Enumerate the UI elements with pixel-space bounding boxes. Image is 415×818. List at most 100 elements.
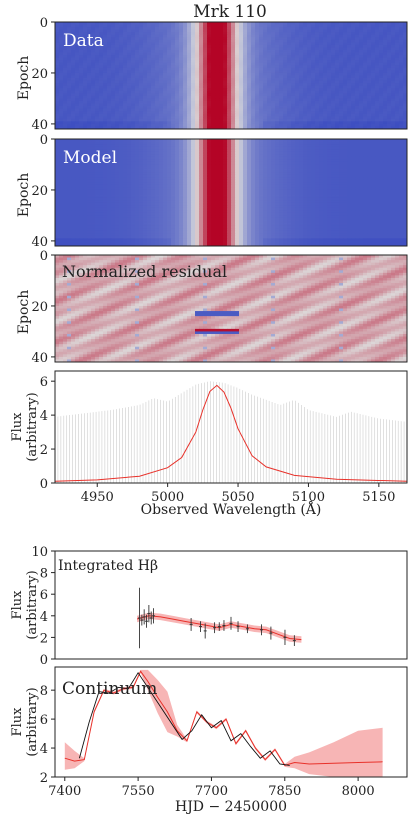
heatmap-cell — [123, 141, 128, 145]
heatmap-cell — [83, 156, 88, 160]
heatmap-cell — [323, 108, 328, 112]
heatmap-cell — [75, 169, 80, 173]
heatmap-cell — [355, 113, 360, 117]
heatmap-cell — [255, 78, 260, 81]
heatmap-cell — [107, 88, 112, 92]
heatmap-cell — [391, 169, 396, 173]
heatmap-cell — [147, 164, 152, 168]
heatmap-cell — [299, 146, 304, 150]
heatmap-cell — [91, 78, 96, 81]
heatmap-cell — [279, 95, 284, 99]
heatmap-cell — [175, 27, 180, 31]
heatmap-cell — [307, 93, 312, 97]
heatmap-cell — [395, 103, 400, 107]
heatmap-cell — [199, 65, 204, 69]
heatmap-cell — [347, 172, 352, 176]
heatmap-cell — [115, 85, 120, 89]
heatmap-cell — [251, 149, 256, 153]
heatmap-cell — [247, 52, 252, 56]
heatmap-cell — [191, 70, 196, 74]
heatmap-cell — [207, 88, 212, 92]
heatmap-cell — [359, 146, 364, 150]
heatmap-cell — [339, 90, 344, 94]
heatmap-cell — [327, 29, 332, 33]
heatmap-cell — [207, 93, 212, 97]
heatmap-cell — [251, 22, 256, 25]
heatmap-cell — [251, 154, 256, 158]
heatmap-cell — [211, 167, 216, 170]
heatmap-cell — [367, 34, 372, 38]
heatmap-cell — [343, 34, 348, 38]
heatmap-cell — [67, 149, 72, 153]
heatmap-cell — [135, 34, 140, 38]
heatmap-cell — [127, 62, 132, 66]
heatmap-cell — [131, 167, 136, 170]
heatmap-cell — [379, 70, 384, 74]
heatmap-cell — [227, 174, 232, 178]
heatmap-cell — [195, 80, 200, 84]
heatmap-cell — [399, 103, 404, 107]
heatmap-cell — [375, 52, 380, 56]
heatmap-cell — [383, 47, 388, 51]
heatmap-cell — [91, 172, 96, 176]
heatmap-cell — [231, 60, 236, 64]
heatmap-cell — [91, 85, 96, 89]
heatmap-cell — [287, 34, 292, 38]
heatmap-cell — [71, 108, 76, 112]
heatmap-cell — [271, 44, 276, 48]
heatmap-cell — [247, 72, 252, 76]
heatmap-cell — [111, 75, 116, 79]
heatmap-cell — [223, 123, 228, 127]
heatmap-cell — [251, 70, 256, 74]
heatmap-cell — [171, 55, 176, 59]
heatmap-cell — [299, 70, 304, 74]
heatmap-cell — [55, 111, 60, 115]
heatmap-cell — [335, 103, 340, 107]
heatmap-cell — [387, 151, 392, 155]
heatmap-cell — [147, 98, 152, 102]
heatmap-cell — [391, 85, 396, 89]
heatmap-cell — [251, 95, 256, 99]
heatmap-cell — [155, 167, 160, 170]
heatmap-cell — [303, 22, 308, 25]
heatmap-cell — [79, 39, 84, 43]
heatmap-cell — [87, 118, 92, 122]
heatmap-cell — [347, 34, 352, 38]
heatmap-cell — [267, 22, 272, 25]
heatmap-cell — [259, 113, 264, 117]
heatmap-cell — [151, 123, 156, 127]
heatmap-cell — [279, 72, 284, 76]
heatmap-cell — [247, 123, 252, 127]
heatmap-cell — [59, 27, 64, 31]
heatmap-cell — [339, 60, 344, 64]
heatmap-cell — [75, 172, 80, 176]
heatmap-cell — [343, 172, 348, 176]
heatmap-cell — [231, 88, 236, 92]
heatmap-cell — [179, 126, 184, 130]
heatmap-cell — [143, 149, 148, 153]
heatmap-cell — [115, 37, 120, 41]
heatmap-cell — [199, 57, 204, 61]
heatmap-cell — [227, 161, 232, 165]
heatmap-cell — [247, 108, 252, 112]
heatmap-cell — [303, 141, 308, 145]
heatmap-cell — [123, 78, 128, 81]
heatmap-cell — [331, 90, 336, 94]
heatmap-cell — [379, 141, 384, 145]
heatmap-cell — [143, 172, 148, 176]
heatmap-cell — [159, 154, 164, 158]
heatmap-cell — [227, 67, 232, 71]
heatmap-cell — [339, 161, 344, 165]
heatmap-cell — [267, 111, 272, 115]
heatmap-cell — [115, 57, 120, 61]
heatmap-cell — [71, 156, 76, 160]
heatmap-cell — [71, 42, 76, 46]
heatmap-cell — [307, 106, 312, 110]
heatmap-cell — [59, 37, 64, 41]
heatmap-cell — [331, 151, 336, 155]
heatmap-cell — [231, 174, 236, 178]
heatmap-cell — [127, 151, 132, 155]
heatmap-cell — [347, 44, 352, 48]
heatmap-cell — [63, 65, 68, 69]
heatmap-cell — [287, 37, 292, 41]
